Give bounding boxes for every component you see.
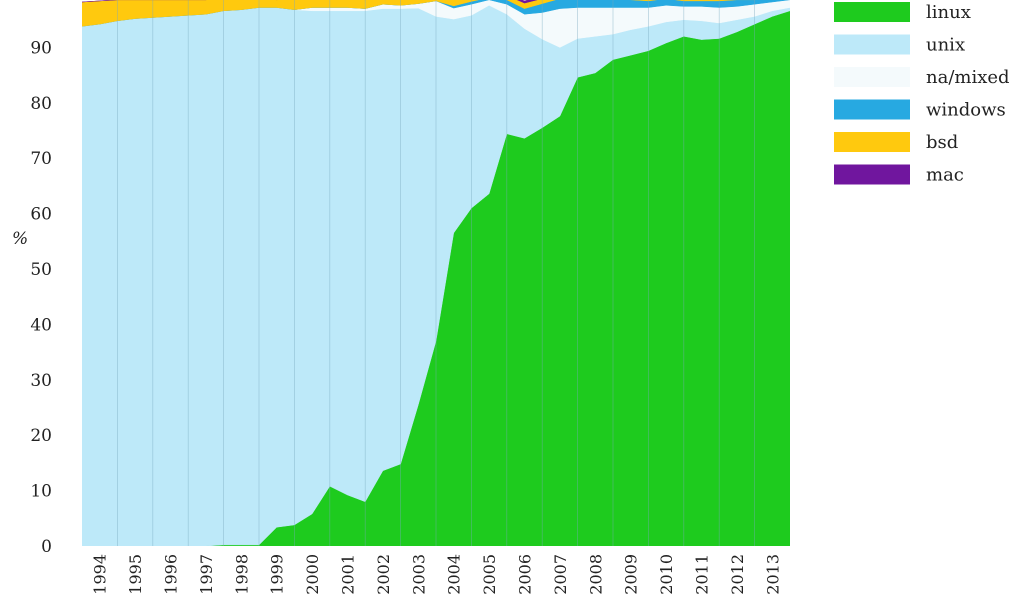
y-tick-50: 50 [30, 260, 52, 280]
legend-label-bsd: bsd [926, 132, 958, 153]
x-tick-2008: 2008 [586, 554, 605, 595]
x-tick-2004: 2004 [445, 554, 464, 595]
x-tick-2009: 2009 [622, 554, 641, 595]
y-tick-60: 60 [30, 205, 52, 225]
x-tick-2003: 2003 [409, 554, 428, 595]
legend-swatch-mac [834, 164, 910, 185]
legend-item-windows: windows [834, 99, 1006, 121]
y-tick-80: 80 [30, 94, 52, 114]
legend-swatch-bsd [834, 132, 910, 152]
legend-item-linux: linux [834, 2, 971, 23]
legend: linux unix na/mixed windows bsd mac [834, 2, 1010, 186]
y-tick-100: 100 [20, 0, 52, 3]
y-tick-70: 70 [30, 149, 52, 169]
legend-swatch-unix [834, 34, 910, 55]
legend-swatch-na-mixed [834, 67, 910, 87]
y-tick-40: 40 [30, 315, 52, 335]
legend-item-bsd: bsd [834, 132, 958, 153]
x-tick-1999: 1999 [268, 554, 287, 595]
x-tick-1994: 1994 [91, 554, 110, 595]
legend-item-mac: mac [834, 164, 964, 186]
x-tick-1995: 1995 [126, 554, 145, 595]
legend-swatch-linux [834, 2, 910, 22]
y-axis-label: % [12, 229, 28, 249]
y-tick-20: 20 [30, 426, 52, 446]
x-tick-2011: 2011 [693, 554, 712, 595]
x-tick-2001: 2001 [339, 554, 358, 595]
y-tick-0: 0 [41, 537, 52, 557]
x-tick-2007: 2007 [551, 554, 570, 595]
legend-label-linux: linux [926, 2, 971, 23]
x-tick-2002: 2002 [374, 554, 393, 595]
x-tick-1996: 1996 [162, 554, 181, 595]
area-bsd [82, 0, 756, 27]
legend-item-unix: unix [834, 34, 965, 56]
legend-label-unix: unix [926, 35, 965, 56]
legend-label-windows: windows [926, 100, 1006, 121]
y-axis: 0 10 20 30 40 50 60 70 80 90 100 [20, 0, 52, 557]
x-tick-1998: 1998 [232, 554, 251, 595]
legend-label-mac: mac [926, 165, 964, 186]
y-tick-10: 10 [30, 482, 52, 502]
y-tick-90: 90 [30, 38, 52, 58]
grid-lines [117, 0, 755, 546]
x-tick-1997: 1997 [197, 554, 216, 595]
x-tick-2012: 2012 [728, 554, 747, 595]
x-tick-2005: 2005 [480, 554, 499, 595]
legend-label-na-mixed: na/mixed [926, 67, 1010, 88]
x-tick-2010: 2010 [657, 554, 676, 595]
legend-item-na-mixed: na/mixed [834, 67, 1010, 88]
x-tick-2013: 2013 [763, 554, 782, 595]
x-axis: 1994 1995 1996 1997 1998 1999 2000 2001 2002 2003… [91, 554, 783, 595]
legend-swatch-windows [834, 99, 910, 120]
y-tick-30: 30 [30, 371, 52, 391]
x-tick-2006: 2006 [516, 554, 535, 595]
x-tick-2000: 2000 [303, 554, 322, 595]
